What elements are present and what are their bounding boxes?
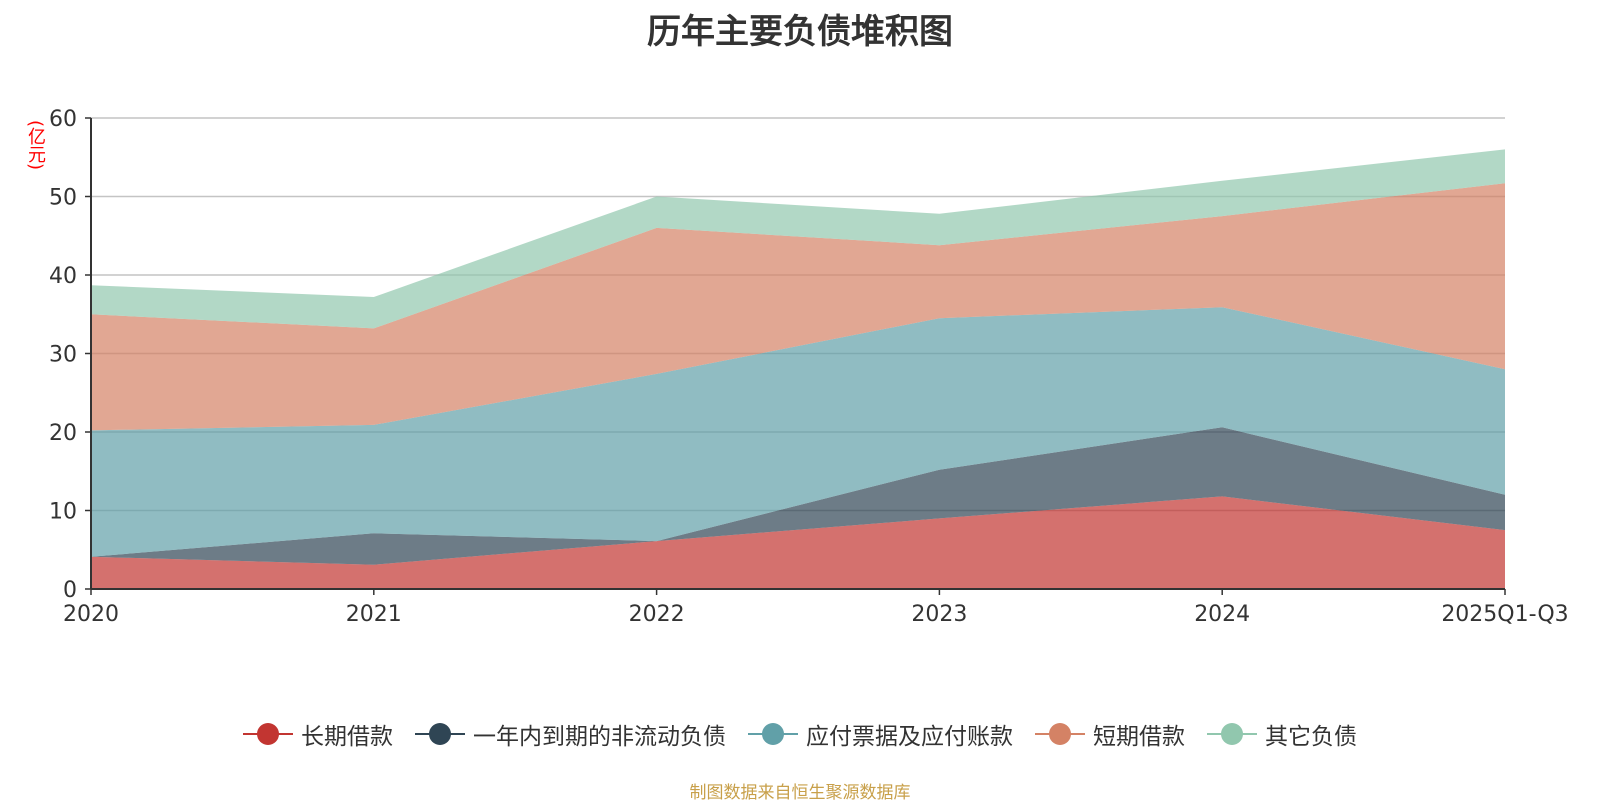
- x-tick-label: 2021: [346, 602, 402, 627]
- y-tick-label: 60: [49, 107, 77, 132]
- legend-label: 长期借款: [301, 724, 393, 750]
- axes: 0 10 20 30 40 50 60 2020 2021 2022 2023 2024 2025Q1-…: [49, 107, 1569, 627]
- area-其它负债: [91, 149, 1505, 329]
- legend-marker-icon: [1207, 723, 1257, 745]
- area-短期借款: [91, 183, 1505, 431]
- legend-item[interactable]: 一年内到期的非流动负债: [415, 717, 726, 751]
- y-tick-label: 40: [49, 264, 77, 289]
- legend-marker-icon: [748, 723, 798, 745]
- y-axis-unit-label: (亿元): [25, 120, 46, 171]
- source-note: 制图数据来自恒生聚源数据库: [689, 783, 911, 803]
- x-tick-label: 2025Q1-Q3: [1441, 602, 1568, 627]
- legend-item[interactable]: 应付票据及应付账款: [748, 717, 1013, 751]
- legend-item[interactable]: 其它负债: [1207, 717, 1357, 751]
- area-一年内到期的非流动负债: [91, 427, 1505, 565]
- legend-label: 一年内到期的非流动负债: [473, 724, 726, 750]
- legend-marker-icon: [1035, 723, 1085, 745]
- legend-marker-icon: [415, 723, 465, 745]
- y-tick-label: 0: [63, 578, 77, 603]
- legend-label: 其它负债: [1265, 724, 1357, 750]
- legend: 长期借款 一年内到期的非流动负债 应付票据及应付账款 短期借款 其它负债: [0, 717, 1600, 751]
- x-tick-label: 2022: [629, 602, 685, 627]
- area-应付票据及应付账款: [91, 307, 1505, 557]
- x-tick-label: 2020: [63, 602, 119, 627]
- y-tick-label: 30: [49, 343, 77, 368]
- legend-item[interactable]: 短期借款: [1035, 717, 1185, 751]
- x-tick-label: 2024: [1194, 602, 1250, 627]
- y-tick-label: 50: [49, 186, 77, 211]
- chart-title: 历年主要负债堆积图: [647, 12, 953, 52]
- x-tick-label: 2023: [911, 602, 967, 627]
- legend-item[interactable]: 长期借款: [243, 717, 393, 751]
- area-series: [91, 149, 1505, 589]
- y-tick-label: 10: [49, 500, 77, 525]
- legend-label: 短期借款: [1093, 724, 1185, 750]
- area-长期借款: [91, 496, 1505, 589]
- y-tick-label: 20: [49, 421, 77, 446]
- legend-label: 应付票据及应付账款: [806, 724, 1013, 750]
- legend-marker-icon: [243, 723, 293, 745]
